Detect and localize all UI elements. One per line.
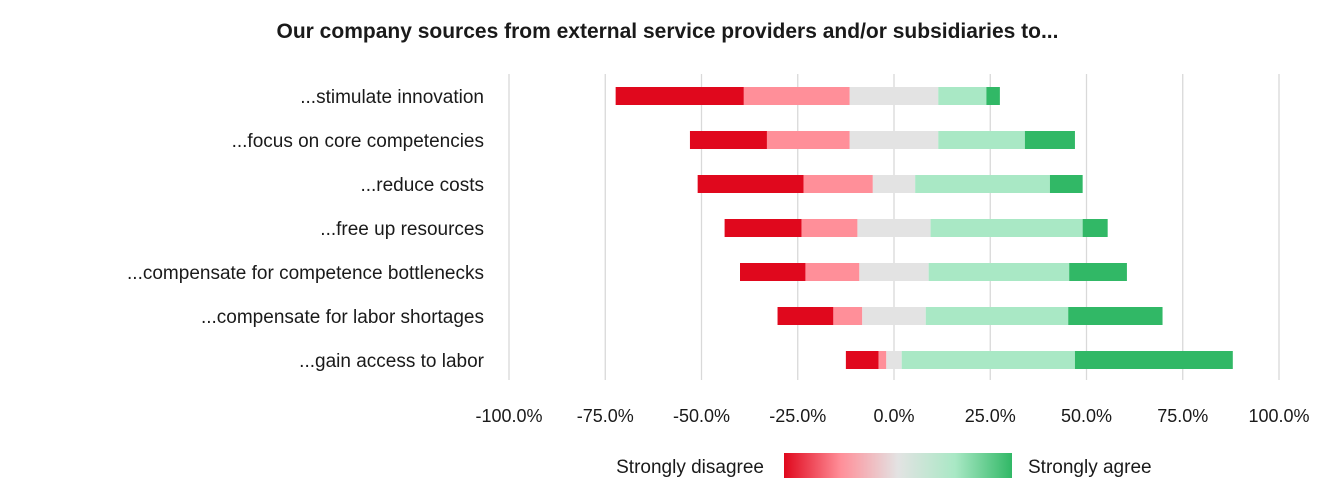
bar-segment — [915, 175, 1050, 193]
bar-segment — [928, 263, 1070, 281]
x-tick-label: 100.0% — [1248, 406, 1309, 426]
bar-segment — [743, 87, 850, 105]
bar-segment — [1068, 307, 1163, 325]
bar-segment — [689, 131, 767, 149]
bar-segment — [849, 131, 939, 149]
bar-segment — [986, 87, 1000, 105]
bar-segment — [886, 351, 902, 369]
chart-title: Our company sources from external servic… — [276, 20, 1059, 43]
category-label: ...stimulate innovation — [300, 87, 484, 108]
bar-segment — [859, 263, 929, 281]
x-tick-label: 75.0% — [1157, 406, 1208, 426]
category-labels: ...stimulate innovation ...focus on core … — [127, 87, 485, 372]
bar-segment — [803, 175, 873, 193]
bar-segment — [1074, 351, 1233, 369]
category-label: ...free up resources — [320, 219, 484, 240]
bar-segment — [849, 87, 939, 105]
bar-segment — [777, 307, 834, 325]
x-tick-label: -75.0% — [577, 406, 634, 426]
bar-segment — [930, 219, 1083, 237]
legend-left-label: Strongly disagree — [616, 457, 764, 478]
bar-segment — [938, 131, 1025, 149]
x-axis-tick-labels: -100.0% -75.0% -50.0% -25.0% 0.0% 25.0% 50.0% 7… — [475, 406, 1309, 426]
bar-segment — [872, 175, 916, 193]
bar-segment — [857, 219, 931, 237]
bar-segment — [878, 351, 887, 369]
bar-segment — [724, 219, 802, 237]
bar-segment — [925, 307, 1069, 325]
category-label: ...reduce costs — [360, 175, 484, 196]
bar-segment — [1082, 219, 1108, 237]
bar-segment — [766, 131, 850, 149]
bar-segment — [615, 87, 744, 105]
bar-segment — [1069, 263, 1127, 281]
bar-segment — [901, 351, 1075, 369]
category-label: ...gain access to labor — [299, 351, 484, 372]
bar-segment — [833, 307, 863, 325]
bar-segment — [1024, 131, 1075, 149]
bars — [615, 87, 1233, 369]
category-label: ...focus on core competencies — [232, 131, 484, 152]
bar-segment — [697, 175, 804, 193]
bar-segment — [938, 87, 987, 105]
bar-segment — [845, 351, 879, 369]
legend-right-label: Strongly agree — [1028, 457, 1152, 478]
x-tick-label: 0.0% — [873, 406, 914, 426]
legend: Strongly disagree Strongly agree — [616, 453, 1152, 478]
bar-segment — [862, 307, 926, 325]
bar-segment — [740, 263, 806, 281]
x-tick-label: -50.0% — [673, 406, 730, 426]
bar-segment — [801, 219, 858, 237]
x-tick-label: -100.0% — [475, 406, 542, 426]
legend-gradient-swatch — [784, 453, 1012, 478]
x-tick-label: 50.0% — [1061, 406, 1112, 426]
bar-segment — [1049, 175, 1083, 193]
category-label: ...compensate for labor shortages — [201, 307, 484, 328]
x-tick-label: 25.0% — [965, 406, 1016, 426]
category-label: ...compensate for competence bottlenecks — [127, 263, 484, 284]
x-tick-label: -25.0% — [769, 406, 826, 426]
bar-segment — [805, 263, 860, 281]
